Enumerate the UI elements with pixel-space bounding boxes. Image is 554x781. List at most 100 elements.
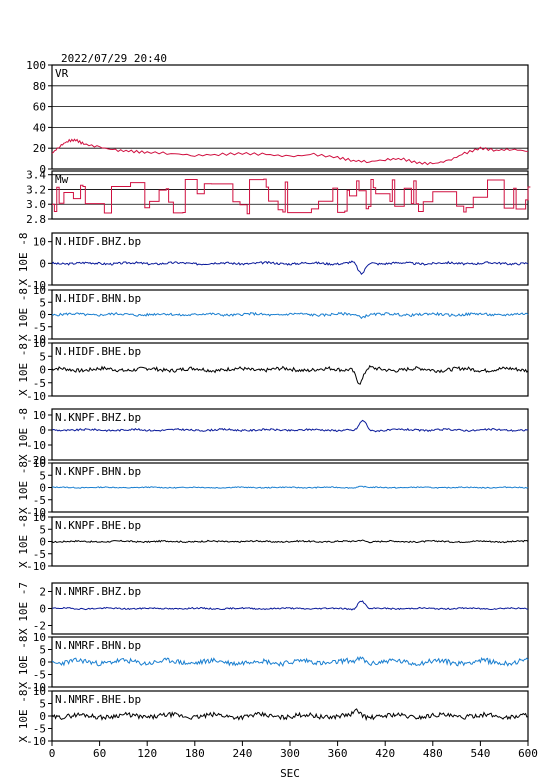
y-tick-label: 10 (33, 457, 46, 470)
panel-label: N.HIDF.BHN.bp (55, 292, 141, 305)
y-tick-label: 5 (39, 698, 46, 711)
y-tick-label: 0 (39, 424, 46, 437)
panel-0: 0 20 40 60 80 100 VR (26, 59, 529, 176)
trace-line (51, 364, 529, 385)
panel-2: -10 0 10 N.HIDF.BHZ.bp X 10E -8 (17, 232, 529, 292)
y-tick-label: 10 (33, 631, 46, 644)
trace-line (51, 539, 529, 544)
x-tick-label: 180 (185, 747, 205, 760)
y-tick-label: 2 (39, 586, 46, 599)
y-tick-label: 3.4 (26, 169, 46, 182)
y-axis-label: X 10E -8 (17, 343, 30, 396)
y-tick-label: 5 (39, 296, 46, 309)
panel-label: N.HIDF.BHE.bp (55, 345, 141, 358)
y-axis-label: X 10E -8 (17, 233, 30, 286)
y-tick-label: 10 (33, 511, 46, 524)
y-tick-label: -5 (33, 494, 46, 507)
y-tick-label: -10 (26, 390, 46, 403)
y-tick-label: 10 (33, 284, 46, 297)
y-tick-label: 2.8 (26, 213, 46, 226)
x-tick-label: 120 (137, 747, 157, 760)
y-tick-label: -10 (26, 333, 46, 346)
panel-frame (51, 232, 529, 286)
panel-frame (51, 64, 529, 170)
y-tick-label: 0 (39, 482, 46, 495)
y-tick-label: 0 (39, 536, 46, 549)
x-tick-label: 240 (232, 747, 252, 760)
y-tick-label: 20 (33, 142, 46, 155)
y-tick-label: -20 (26, 454, 46, 467)
x-tick-label: 60 (93, 747, 106, 760)
y-tick-label: 0 (39, 656, 46, 669)
y-axis-label: X 10E -8 (17, 288, 30, 341)
y-axis-label: X 10E -8 (17, 690, 30, 743)
y-tick-label: 10 (33, 685, 46, 698)
y-tick-label: -10 (26, 506, 46, 519)
y-tick-label: 0 (39, 309, 46, 322)
y-axis-label: X 10E -8 (17, 636, 30, 689)
trace-line (51, 600, 529, 611)
y-tick-label: 0 (39, 163, 46, 176)
trace-line (51, 260, 529, 275)
y-tick-label: 80 (33, 80, 46, 93)
panel-5: -20 -10 0 10 N.KNPF.BHZ.bp X 10E -8 (17, 408, 529, 467)
y-tick-label: 10 (33, 409, 46, 422)
y-tick-label: 0 (39, 364, 46, 377)
panel-label: N.HIDF.BHZ.bp (55, 235, 141, 248)
y-tick-label: -5 (33, 548, 46, 561)
y-axis-label: X 10E -7 (17, 582, 30, 635)
y-tick-label: 0 (39, 710, 46, 723)
y-tick-label: 3.0 (26, 198, 46, 211)
panel-label: VR (55, 67, 69, 80)
y-tick-label: 100 (26, 59, 46, 72)
trace-line (51, 708, 529, 722)
y-tick-label: 5 (39, 469, 46, 482)
panel-1: 2.8 3.0 3.23.4 Mw (26, 169, 531, 226)
x-tick-label: 360 (328, 747, 348, 760)
y-tick-label: 10 (33, 337, 46, 350)
x-tick-label: 600 (518, 747, 538, 760)
y-tick-label: -5 (33, 723, 46, 736)
panel-label: N.NMRF.BHN.bp (55, 639, 141, 652)
y-tick-label: 0 (39, 257, 46, 270)
y-tick-label: 3.2 (26, 183, 46, 196)
x-tick-label: 300 (280, 747, 300, 760)
trace-line (51, 419, 529, 433)
y-tick-label: 5 (39, 350, 46, 363)
panel-label: N.KNPF.BHN.bp (55, 465, 141, 478)
y-tick-label: -10 (26, 681, 46, 694)
series-line (51, 138, 529, 166)
panel-frame (51, 408, 529, 461)
y-tick-label: 5 (39, 523, 46, 536)
y-tick-label: 60 (33, 101, 46, 114)
y-tick-label: -5 (33, 321, 46, 334)
x-tick-label: 540 (470, 747, 490, 760)
trace-line (51, 311, 529, 320)
trace-line (51, 656, 529, 667)
x-tick-label: 420 (375, 747, 395, 760)
panel-label: N.KNPF.BHE.bp (55, 519, 141, 532)
y-tick-label: -2 (33, 620, 46, 633)
y-tick-label: 40 (33, 121, 46, 134)
series-line (52, 178, 531, 215)
y-tick-label: 0 (39, 603, 46, 616)
x-axis-label: SEC (280, 767, 300, 780)
y-axis-label: X 10E -8 (17, 408, 30, 461)
y-tick-label: -5 (33, 377, 46, 390)
y-tick-label: -5 (33, 669, 46, 682)
panel-label: N.NMRF.BHE.bp (55, 693, 141, 706)
y-axis-label: X 10E -8 (17, 461, 30, 514)
y-tick-label: -10 (26, 560, 46, 573)
panel-label: N.NMRF.BHZ.bp (55, 585, 141, 598)
y-tick-label: 5 (39, 644, 46, 657)
panel-label: Mw (55, 173, 69, 186)
y-tick-label: -10 (26, 279, 46, 292)
panel-label: N.KNPF.BHZ.bp (55, 411, 141, 424)
x-axis: 0 60 120 180 240 300 360 420 480 540 600 (49, 741, 538, 760)
